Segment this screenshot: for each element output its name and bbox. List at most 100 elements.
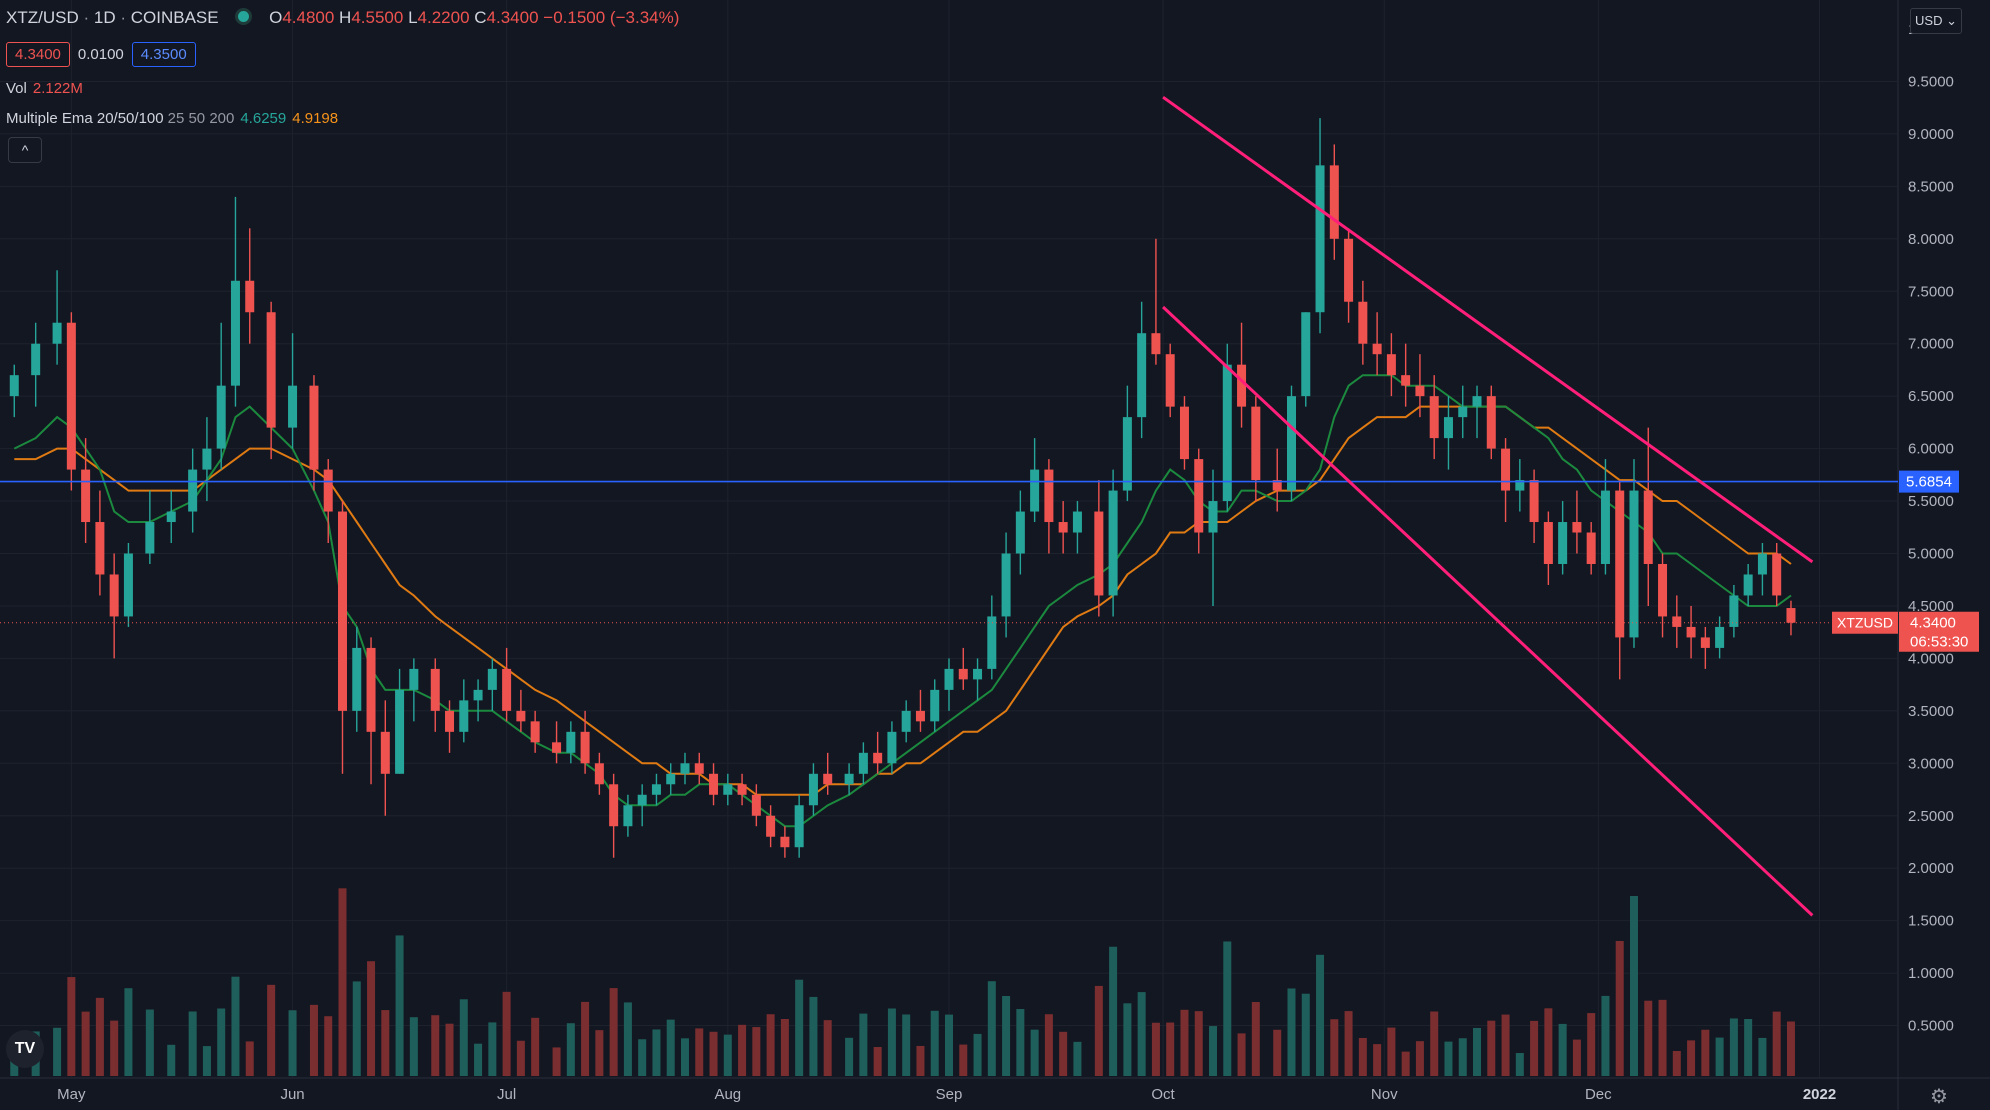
volume-legend[interactable]: Vol 2.122M: [6, 80, 83, 97]
ema-legend[interactable]: Multiple Ema 20/50/100 25 50 200 4.6259 4.9…: [6, 110, 338, 127]
candle: [1515, 459, 1525, 512]
candle-body: [887, 731, 897, 764]
candle: [1672, 595, 1682, 648]
volume-bar: [245, 1041, 254, 1076]
candle-body: [366, 647, 376, 732]
volume-bar: [1701, 1029, 1710, 1076]
candle-body: [1743, 574, 1753, 596]
candle: [1044, 459, 1054, 554]
candle: [958, 647, 968, 690]
candle: [1329, 144, 1339, 260]
exchange-label: COINBASE: [130, 8, 219, 27]
volume-bar: [431, 1015, 440, 1076]
candle: [1629, 459, 1639, 648]
candle-body: [987, 616, 997, 669]
symbol-name[interactable]: XTZ/USD: [6, 8, 79, 27]
volume-bar: [873, 1047, 882, 1076]
candle: [594, 752, 604, 795]
tradingview-logo[interactable]: TV: [6, 1030, 44, 1068]
candle-body: [1372, 343, 1382, 355]
volume-bar: [1658, 999, 1667, 1076]
high-value: 4.5500: [351, 8, 404, 27]
candle-body: [145, 522, 155, 554]
candle-body: [873, 752, 883, 764]
collapse-legend-button[interactable]: ^: [8, 137, 42, 163]
candle: [915, 689, 925, 732]
candle: [1443, 396, 1453, 470]
candle-body: [1586, 532, 1596, 564]
candle: [1715, 616, 1725, 659]
candle: [266, 301, 276, 460]
candle: [352, 626, 362, 732]
channel-lower-trendline: [1162, 305, 1814, 917]
candle-body: [1415, 385, 1425, 397]
chevron-down-icon: ⌄: [1942, 13, 1957, 28]
candle: [1429, 375, 1439, 460]
candle: [666, 763, 676, 795]
candle-body: [766, 815, 776, 837]
buy-price-button[interactable]: 4.3500: [131, 42, 196, 67]
candle: [580, 710, 590, 774]
volume-bar: [1180, 1009, 1189, 1076]
candle: [1386, 333, 1396, 397]
candle-body: [844, 773, 854, 785]
volume-bar: [623, 1002, 632, 1076]
volume-bar: [1223, 941, 1232, 1076]
hline-price-label: 5.6854: [1906, 474, 1952, 491]
last-price-tag: [1899, 611, 1979, 652]
candle: [823, 752, 833, 795]
candle-body: [1030, 469, 1040, 512]
volume-bar: [609, 988, 618, 1076]
candle: [1501, 438, 1511, 523]
volume-bar: [1344, 1011, 1353, 1076]
volume-bar: [1401, 1051, 1410, 1076]
volume-bar: [1587, 1013, 1596, 1076]
candle: [530, 710, 540, 753]
volume-bar: [167, 1044, 176, 1076]
candle-body: [109, 574, 119, 617]
chart-legend: XTZ/USD · 1D · COINBASE O4.4800 H4.5500 …: [6, 8, 680, 27]
volume-bar: [1194, 1011, 1203, 1076]
candle: [366, 637, 376, 785]
bid-ask-quote: 4.3400 0.0100 4.3500: [6, 42, 196, 67]
volume-bar: [1601, 995, 1610, 1076]
channel-upper-trendline: [1162, 95, 1814, 564]
volume-bar: [595, 1030, 604, 1076]
volume-bar: [1487, 1020, 1496, 1076]
volume-bar: [145, 1009, 154, 1076]
candle: [409, 658, 419, 722]
candle: [1108, 469, 1118, 617]
gear-icon[interactable]: ⚙: [1930, 1086, 1948, 1108]
candle-body: [930, 689, 940, 722]
candle-body: [1358, 301, 1368, 344]
candle-body: [409, 668, 419, 690]
volume-bar: [53, 1027, 62, 1076]
volume-bar: [973, 1033, 982, 1076]
candle: [987, 595, 997, 680]
volume-bar: [1458, 1038, 1467, 1076]
sell-price-button[interactable]: 4.3400: [6, 42, 70, 67]
volume-bar: [217, 1008, 226, 1076]
candle: [1458, 385, 1468, 439]
interval-label[interactable]: 1D: [93, 8, 116, 27]
volume-bar: [1123, 1003, 1132, 1076]
candle-body: [1443, 417, 1453, 439]
candle-body: [352, 647, 362, 711]
candle: [1786, 600, 1796, 636]
candle-body: [230, 280, 240, 386]
candle: [858, 742, 868, 785]
volume-bar: [780, 1018, 789, 1076]
candle: [1015, 490, 1025, 575]
x-tick-label: Oct: [1151, 1086, 1175, 1103]
volume-bar: [1430, 1011, 1439, 1076]
volume-bar: [1501, 1014, 1510, 1076]
candle: [1415, 354, 1425, 418]
candle-body: [915, 710, 925, 722]
candle: [430, 658, 440, 732]
candle-body: [430, 668, 440, 711]
currency-selector[interactable]: USD ⌄: [1910, 8, 1962, 34]
candle: [123, 543, 133, 627]
candle: [737, 773, 747, 806]
candle: [1030, 438, 1040, 523]
